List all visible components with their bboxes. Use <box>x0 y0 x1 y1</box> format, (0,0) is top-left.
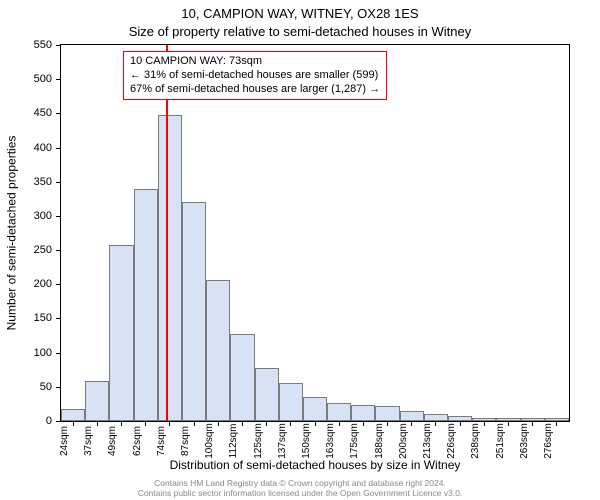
x-tick-mark <box>242 421 243 426</box>
x-tick: 276sqm <box>543 421 554 461</box>
plot-area: 05010015020025030035040045050055024sqm37… <box>60 44 570 422</box>
x-tick: 263sqm <box>519 421 530 461</box>
x-tick: 87sqm <box>180 421 191 461</box>
x-tick: 112sqm <box>228 421 239 461</box>
y-tick: 200 <box>34 278 61 290</box>
y-axis-label: Number of semi-detached properties <box>4 44 18 422</box>
x-tick-mark <box>73 421 74 426</box>
histogram-bar <box>375 406 399 421</box>
y-tick: 450 <box>34 107 61 119</box>
x-tick-mark <box>532 421 533 426</box>
histogram-bar <box>85 381 109 421</box>
x-tick-mark <box>508 421 509 426</box>
x-tick-mark <box>121 421 122 426</box>
footer-attribution: Contains HM Land Registry data © Crown c… <box>0 478 600 498</box>
x-tick: 100sqm <box>204 421 215 461</box>
x-tick-mark <box>169 421 170 426</box>
x-tick: 74sqm <box>156 421 167 461</box>
y-tick: 350 <box>34 176 61 188</box>
x-tick: 200sqm <box>398 421 409 461</box>
x-tick: 226sqm <box>446 421 457 461</box>
info-box-line: 67% of semi-detached houses are larger (… <box>130 83 380 97</box>
x-tick-mark <box>194 421 195 426</box>
x-tick: 49sqm <box>107 421 118 461</box>
histogram-bar <box>327 403 351 421</box>
x-tick-mark <box>218 421 219 426</box>
property-marker-line <box>166 45 168 421</box>
x-tick-mark <box>556 421 557 426</box>
histogram-bar <box>279 383 303 421</box>
histogram-bar <box>351 405 375 421</box>
x-tick: 62sqm <box>132 421 143 461</box>
histogram-bar <box>206 280 230 422</box>
histogram-bar <box>158 115 182 421</box>
x-tick: 175sqm <box>349 421 360 461</box>
y-tick: 50 <box>40 381 61 393</box>
x-tick: 238sqm <box>470 421 481 461</box>
x-tick: 137sqm <box>277 421 288 461</box>
histogram-bar <box>134 189 158 421</box>
histogram-bar <box>400 411 424 421</box>
y-tick: 100 <box>34 347 61 359</box>
histogram-bar <box>255 368 279 421</box>
y-tick: 150 <box>34 312 61 324</box>
x-axis-label: Distribution of semi-detached houses by … <box>60 458 570 472</box>
x-tick: 251sqm <box>495 421 506 461</box>
info-box-line: ← 31% of semi-detached houses are smalle… <box>130 69 380 83</box>
x-tick-mark <box>315 421 316 426</box>
x-tick-mark <box>363 421 364 426</box>
histogram-bar <box>182 202 206 421</box>
info-box-line: 10 CAMPION WAY: 73sqm <box>130 55 380 69</box>
x-tick-mark <box>266 421 267 426</box>
histogram-bar <box>424 414 448 421</box>
x-tick-mark <box>460 421 461 426</box>
histogram-bar <box>61 409 85 421</box>
info-box: 10 CAMPION WAY: 73sqm← 31% of semi-detac… <box>123 51 387 100</box>
y-tick: 250 <box>34 244 61 256</box>
y-tick: 400 <box>34 142 61 154</box>
x-tick-mark <box>435 421 436 426</box>
x-tick: 213sqm <box>422 421 433 461</box>
x-tick-mark <box>387 421 388 426</box>
x-tick: 125sqm <box>253 421 264 461</box>
x-tick-mark <box>97 421 98 426</box>
y-tick: 500 <box>34 73 61 85</box>
histogram-bar <box>230 334 254 422</box>
chart-container: 10, CAMPION WAY, WITNEY, OX28 1ES Size o… <box>0 0 600 500</box>
title-sub: Size of property relative to semi-detach… <box>0 24 600 39</box>
y-tick: 550 <box>34 39 61 51</box>
histogram-bar <box>303 397 327 421</box>
x-tick: 163sqm <box>325 421 336 461</box>
x-tick: 37sqm <box>83 421 94 461</box>
x-tick-mark <box>411 421 412 426</box>
histogram-bar <box>109 245 133 421</box>
y-tick: 300 <box>34 210 61 222</box>
x-tick-mark <box>484 421 485 426</box>
x-tick: 150sqm <box>301 421 312 461</box>
x-tick-mark <box>145 421 146 426</box>
x-tick: 24sqm <box>59 421 70 461</box>
x-tick-mark <box>339 421 340 426</box>
x-tick: 188sqm <box>374 421 385 461</box>
title-main: 10, CAMPION WAY, WITNEY, OX28 1ES <box>0 6 600 21</box>
x-tick-mark <box>290 421 291 426</box>
